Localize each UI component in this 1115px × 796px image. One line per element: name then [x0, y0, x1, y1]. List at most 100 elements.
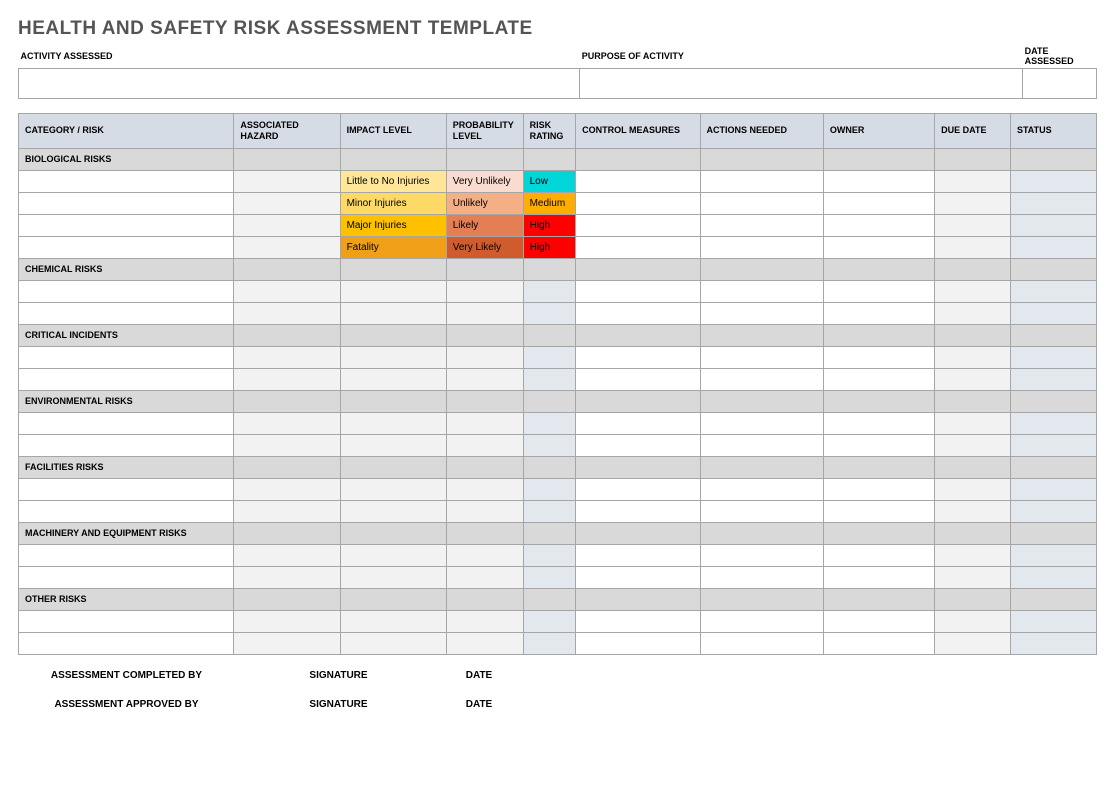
cell[interactable]	[446, 610, 523, 632]
cell[interactable]	[823, 632, 934, 654]
rating-cell[interactable]: Medium	[523, 192, 576, 214]
cell[interactable]	[19, 566, 234, 588]
cell[interactable]	[234, 214, 340, 236]
cell[interactable]	[1010, 346, 1096, 368]
probability-cell[interactable]: Unlikely	[446, 192, 523, 214]
cell[interactable]	[935, 170, 1011, 192]
cell[interactable]	[523, 302, 576, 324]
approved-date-field[interactable]	[442, 711, 516, 713]
cell[interactable]	[576, 500, 700, 522]
cell[interactable]	[19, 632, 234, 654]
cell[interactable]	[446, 566, 523, 588]
cell[interactable]	[523, 280, 576, 302]
cell[interactable]	[19, 368, 234, 390]
cell[interactable]	[576, 632, 700, 654]
probability-cell[interactable]: Likely	[446, 214, 523, 236]
cell[interactable]	[19, 412, 234, 434]
cell[interactable]	[1010, 214, 1096, 236]
cell[interactable]	[576, 280, 700, 302]
cell[interactable]	[1010, 280, 1096, 302]
cell[interactable]	[935, 368, 1011, 390]
activity-field[interactable]	[19, 69, 580, 99]
impact-cell[interactable]: Little to No Injuries	[340, 170, 446, 192]
cell[interactable]	[1010, 610, 1096, 632]
cell[interactable]	[700, 302, 823, 324]
cell[interactable]	[340, 280, 446, 302]
cell[interactable]	[446, 632, 523, 654]
cell[interactable]	[576, 236, 700, 258]
approved-signature-field[interactable]	[235, 711, 442, 713]
cell[interactable]	[19, 478, 234, 500]
cell[interactable]	[19, 280, 234, 302]
cell[interactable]	[446, 434, 523, 456]
cell[interactable]	[700, 412, 823, 434]
cell[interactable]	[523, 500, 576, 522]
cell[interactable]	[19, 302, 234, 324]
cell[interactable]	[700, 170, 823, 192]
cell[interactable]	[700, 500, 823, 522]
date-assessed-field[interactable]	[1023, 69, 1097, 99]
cell[interactable]	[1010, 632, 1096, 654]
cell[interactable]	[935, 214, 1011, 236]
cell[interactable]	[935, 236, 1011, 258]
cell[interactable]	[700, 434, 823, 456]
cell[interactable]	[823, 302, 934, 324]
cell[interactable]	[340, 478, 446, 500]
cell[interactable]	[234, 478, 340, 500]
cell[interactable]	[234, 280, 340, 302]
cell[interactable]	[935, 500, 1011, 522]
cell[interactable]	[234, 632, 340, 654]
cell[interactable]	[340, 610, 446, 632]
cell[interactable]	[823, 544, 934, 566]
cell[interactable]	[935, 280, 1011, 302]
cell[interactable]	[234, 434, 340, 456]
cell[interactable]	[523, 434, 576, 456]
cell[interactable]	[576, 412, 700, 434]
cell[interactable]	[823, 368, 934, 390]
rating-cell[interactable]: High	[523, 236, 576, 258]
cell[interactable]	[700, 368, 823, 390]
cell[interactable]	[446, 478, 523, 500]
cell[interactable]	[340, 500, 446, 522]
cell[interactable]	[700, 214, 823, 236]
cell[interactable]	[700, 236, 823, 258]
cell[interactable]	[935, 478, 1011, 500]
cell[interactable]	[576, 214, 700, 236]
cell[interactable]	[19, 236, 234, 258]
cell[interactable]	[1010, 566, 1096, 588]
cell[interactable]	[19, 214, 234, 236]
cell[interactable]	[823, 500, 934, 522]
cell[interactable]	[700, 610, 823, 632]
cell[interactable]	[234, 192, 340, 214]
cell[interactable]	[340, 368, 446, 390]
cell[interactable]	[823, 170, 934, 192]
impact-cell[interactable]: Major Injuries	[340, 214, 446, 236]
cell[interactable]	[446, 302, 523, 324]
cell[interactable]	[19, 610, 234, 632]
cell[interactable]	[523, 610, 576, 632]
cell[interactable]	[234, 500, 340, 522]
cell[interactable]	[234, 346, 340, 368]
cell[interactable]	[234, 412, 340, 434]
cell[interactable]	[19, 170, 234, 192]
cell[interactable]	[700, 280, 823, 302]
cell[interactable]	[234, 302, 340, 324]
cell[interactable]	[523, 478, 576, 500]
cell[interactable]	[823, 412, 934, 434]
cell[interactable]	[576, 478, 700, 500]
cell[interactable]	[340, 346, 446, 368]
cell[interactable]	[935, 434, 1011, 456]
cell[interactable]	[340, 434, 446, 456]
cell[interactable]	[935, 192, 1011, 214]
rating-cell[interactable]: Low	[523, 170, 576, 192]
cell[interactable]	[576, 302, 700, 324]
probability-cell[interactable]: Very Unlikely	[446, 170, 523, 192]
cell[interactable]	[1010, 302, 1096, 324]
cell[interactable]	[1010, 192, 1096, 214]
impact-cell[interactable]: Minor Injuries	[340, 192, 446, 214]
cell[interactable]	[935, 610, 1011, 632]
cell[interactable]	[1010, 412, 1096, 434]
cell[interactable]	[935, 566, 1011, 588]
cell[interactable]	[700, 566, 823, 588]
rating-cell[interactable]: High	[523, 214, 576, 236]
